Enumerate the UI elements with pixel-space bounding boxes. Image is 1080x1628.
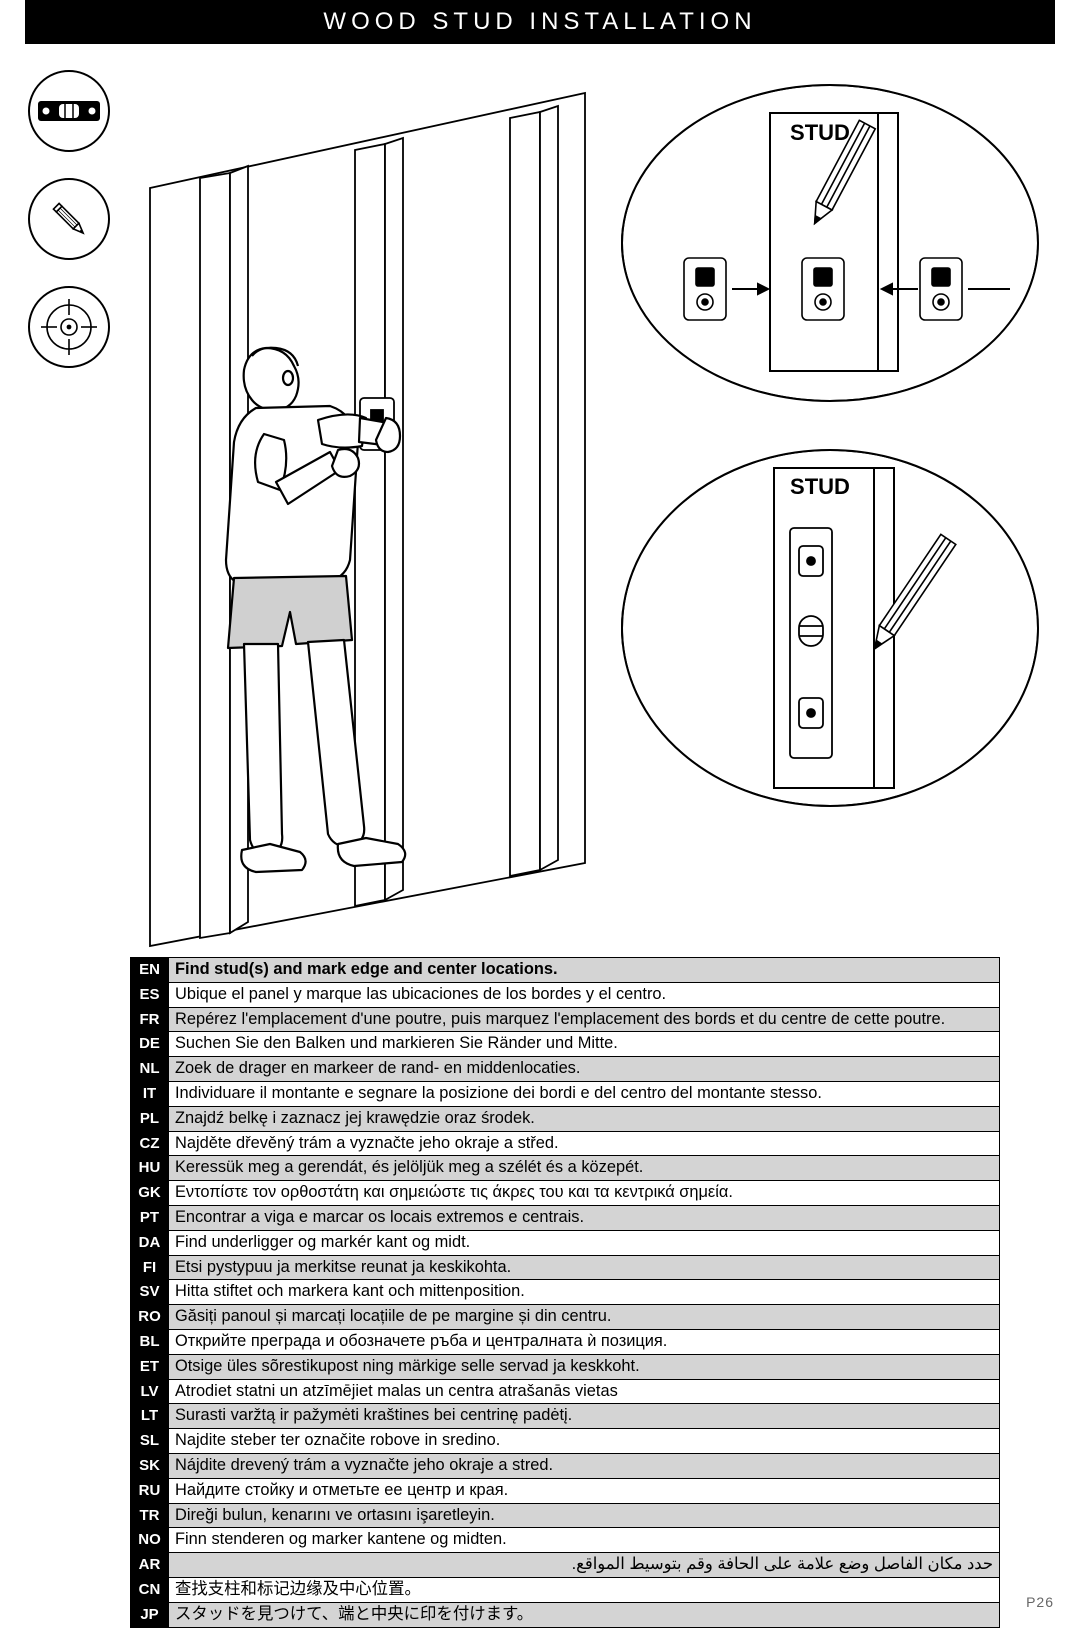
table-row: ITIndividuare il montante e segnare la p… <box>131 1081 1000 1106</box>
lang-text: Ubique el panel y marque las ubicaciones… <box>169 982 1000 1007</box>
lang-text: Nájdite drevený trám a vyznačte jeho okr… <box>169 1453 1000 1478</box>
lang-code: PT <box>131 1205 169 1230</box>
lang-code: SV <box>131 1280 169 1305</box>
lang-code: JP <box>131 1602 169 1627</box>
table-row: ESUbique el panel y marque las ubicacion… <box>131 982 1000 1007</box>
installation-diagram: STUD <box>20 58 1060 953</box>
lang-code: SL <box>131 1429 169 1454</box>
lang-text: Find underligger og markér kant og midt. <box>169 1230 1000 1255</box>
stud-label-1: STUD <box>790 120 850 145</box>
table-row: ETOtsige üles sõrestikupost ning märkige… <box>131 1354 1000 1379</box>
lang-code: NO <box>131 1528 169 1553</box>
table-row: FIEtsi pystypuu ja merkitse reunat ja ke… <box>131 1255 1000 1280</box>
table-row: LTSurasti varžtą ir pažymėti kraštines b… <box>131 1404 1000 1429</box>
lang-text: Repérez l'emplacement d'une poutre, puis… <box>169 1007 1000 1032</box>
lang-code: CN <box>131 1577 169 1602</box>
table-row: PTEncontrar a viga e marcar os locais ex… <box>131 1205 1000 1230</box>
table-row: SLNajdite steber ter označite robove in … <box>131 1429 1000 1454</box>
page-title: WOOD STUD INSTALLATION <box>25 0 1055 44</box>
table-row: ROGăsiți panoul și marcați locațiile de … <box>131 1305 1000 1330</box>
lang-text: Găsiți panoul și marcați locațiile de pe… <box>169 1305 1000 1330</box>
lang-text: Najdite steber ter označite robove in sr… <box>169 1429 1000 1454</box>
lang-text: Atrodiet statni un atzīmējiet malas un c… <box>169 1379 1000 1404</box>
lang-code: BL <box>131 1329 169 1354</box>
table-row: SKNájdite drevený trám a vyznačte jeho o… <box>131 1453 1000 1478</box>
table-row: NLZoek de drager en markeer de rand- en … <box>131 1057 1000 1082</box>
lang-code: DA <box>131 1230 169 1255</box>
table-row: LVAtrodiet statni un atzīmējiet malas un… <box>131 1379 1000 1404</box>
lang-text: Найдите стойку и отметьте ее центр и кра… <box>169 1478 1000 1503</box>
lang-text: Najděte dřevěný trám a vyznačte jeho okr… <box>169 1131 1000 1156</box>
lang-code: LT <box>131 1404 169 1429</box>
lang-code: RO <box>131 1305 169 1330</box>
table-row: DESuchen Sie den Balken und markieren Si… <box>131 1032 1000 1057</box>
lang-code: FI <box>131 1255 169 1280</box>
lang-code: PL <box>131 1106 169 1131</box>
lang-text: Find stud(s) and mark edge and center lo… <box>169 958 1000 983</box>
lang-text: Znajdź belkę i zaznacz jej krawędzie ora… <box>169 1106 1000 1131</box>
lang-code: LV <box>131 1379 169 1404</box>
table-row: NOFinn stenderen og marker kantene og mi… <box>131 1528 1000 1553</box>
lang-text: 查找支柱和标记边缘及中心位置。 <box>169 1577 1000 1602</box>
lang-text: Открийте преграда и обозначете ръба и це… <box>169 1329 1000 1354</box>
lang-text: Encontrar a viga e marcar os locais extr… <box>169 1205 1000 1230</box>
page-number: P26 <box>1026 1594 1054 1610</box>
lang-text: Direği bulun, kenarını ve ortasını işare… <box>169 1503 1000 1528</box>
lang-code: ET <box>131 1354 169 1379</box>
stud-label-2: STUD <box>790 474 850 499</box>
lang-text: حدد مكان الفاصل وضع علامة على الحافة وقم… <box>169 1553 1000 1578</box>
lang-code: FR <box>131 1007 169 1032</box>
illustration-area: STUD <box>20 58 1060 953</box>
lang-code: CZ <box>131 1131 169 1156</box>
table-row: CZNajděte dřevěný trám a vyznačte jeho o… <box>131 1131 1000 1156</box>
tool-icons-column <box>28 70 110 394</box>
lang-text: Individuare il montante e segnare la pos… <box>169 1081 1000 1106</box>
lang-text: Hitta stiftet och markera kant och mitte… <box>169 1280 1000 1305</box>
table-row: PLZnajdź belkę i zaznacz jej krawędzie o… <box>131 1106 1000 1131</box>
lang-code: RU <box>131 1478 169 1503</box>
stud-finder-tool-icon <box>28 286 110 368</box>
lang-text: Etsi pystypuu ja merkitse reunat ja kesk… <box>169 1255 1000 1280</box>
lang-code: HU <box>131 1156 169 1181</box>
translations-table: ENFind stud(s) and mark edge and center … <box>130 957 1000 1628</box>
lang-code: TR <box>131 1503 169 1528</box>
lang-text: Surasti varžtą ir pažymėti kraštines bei… <box>169 1404 1000 1429</box>
table-row: BLОткрийте преграда и обозначете ръба и … <box>131 1329 1000 1354</box>
table-row: DAFind underligger og markér kant og mid… <box>131 1230 1000 1255</box>
table-row: RUНайдите стойку и отметьте ее центр и к… <box>131 1478 1000 1503</box>
lang-text: Εντοπίστε τον ορθοστάτη και σημειώστε τι… <box>169 1181 1000 1206</box>
lang-code: EN <box>131 958 169 983</box>
lang-code: GK <box>131 1181 169 1206</box>
lang-code: DE <box>131 1032 169 1057</box>
lang-text: Keressük meg a gerendát, és jelöljük meg… <box>169 1156 1000 1181</box>
lang-text: スタッドを見つけて、端と中央に印を付けます。 <box>169 1602 1000 1627</box>
level-tool-icon <box>28 70 110 152</box>
table-row: ARحدد مكان الفاصل وضع علامة على الحافة و… <box>131 1553 1000 1578</box>
table-row: FRRepérez l'emplacement d'une poutre, pu… <box>131 1007 1000 1032</box>
lang-code: IT <box>131 1081 169 1106</box>
table-row: JPスタッドを見つけて、端と中央に印を付けます。 <box>131 1602 1000 1627</box>
lang-text: Suchen Sie den Balken und markieren Sie … <box>169 1032 1000 1057</box>
table-row: TRDireği bulun, kenarını ve ortasını işa… <box>131 1503 1000 1528</box>
lang-text: Otsige üles sõrestikupost ning märkige s… <box>169 1354 1000 1379</box>
translations-table-wrap: ENFind stud(s) and mark edge and center … <box>130 957 1000 1628</box>
table-row: SVHitta stiftet och markera kant och mit… <box>131 1280 1000 1305</box>
table-row: GKΕντοπίστε τον ορθοστάτη και σημειώστε … <box>131 1181 1000 1206</box>
lang-text: Finn stenderen og marker kantene og midt… <box>169 1528 1000 1553</box>
table-row: ENFind stud(s) and mark edge and center … <box>131 958 1000 983</box>
lang-code: ES <box>131 982 169 1007</box>
table-row: HUKeressük meg a gerendát, és jelöljük m… <box>131 1156 1000 1181</box>
lang-code: NL <box>131 1057 169 1082</box>
pencil-tool-icon <box>28 178 110 260</box>
lang-text: Zoek de drager en markeer de rand- en mi… <box>169 1057 1000 1082</box>
table-row: CN查找支柱和标记边缘及中心位置。 <box>131 1577 1000 1602</box>
lang-code: AR <box>131 1553 169 1578</box>
lang-code: SK <box>131 1453 169 1478</box>
